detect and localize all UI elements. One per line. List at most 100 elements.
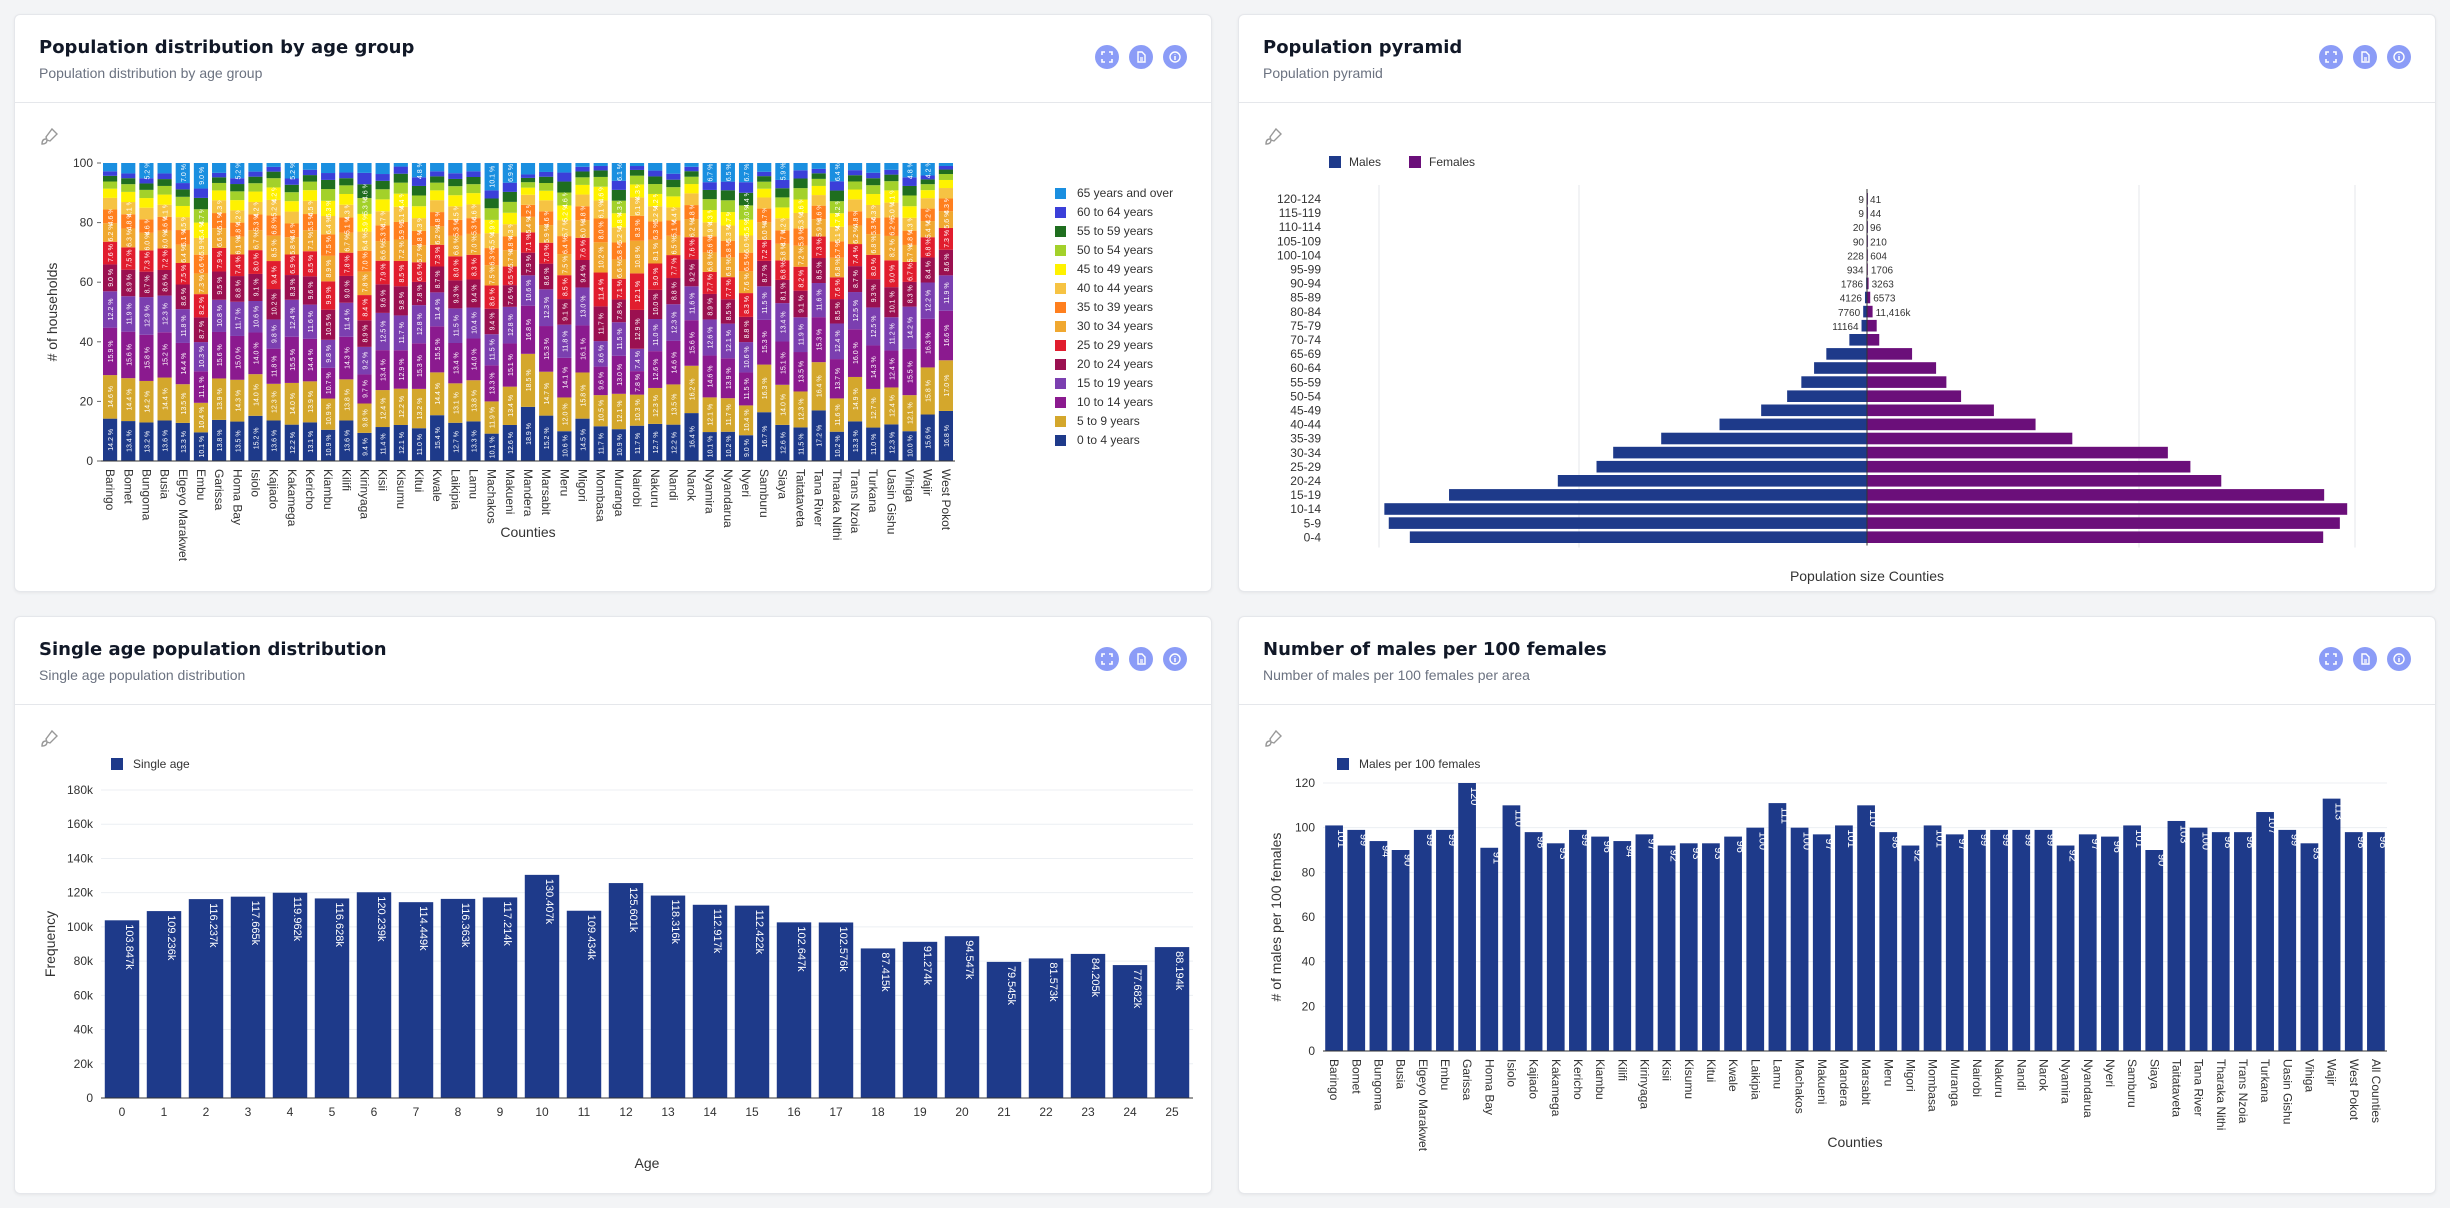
brush-icon[interactable]	[1263, 127, 1283, 147]
segment-label: 15.5 %	[435, 338, 442, 360]
bar-segment	[375, 260, 390, 285]
segment-label: 5.1 %	[217, 212, 224, 230]
bar-segment	[847, 292, 863, 330]
segment-label: 8.9 %	[362, 325, 369, 343]
fullscreen-button[interactable]	[2319, 647, 2343, 671]
bar-segment	[502, 236, 517, 251]
x-tick-label: Nairobi	[1970, 1059, 1984, 1097]
download-button[interactable]	[1129, 647, 1153, 671]
segment-label: 7.6 %	[835, 279, 842, 297]
bar-segment	[557, 172, 572, 182]
bar-segment	[430, 176, 445, 183]
brush-icon[interactable]	[1263, 729, 1283, 749]
segment-label: 10.2 %	[272, 293, 279, 315]
fullscreen-button[interactable]	[2319, 45, 2343, 69]
bar	[818, 922, 854, 1098]
info-button[interactable]	[1163, 45, 1187, 69]
bar	[986, 961, 1022, 1098]
bar	[1901, 845, 1920, 1051]
segment-label: 6.5 %	[508, 267, 515, 285]
bar-segment	[738, 235, 754, 253]
bar-segment	[520, 174, 536, 178]
bar-segment	[230, 191, 245, 201]
info-button[interactable]	[2387, 45, 2411, 69]
bar	[1413, 829, 1432, 1051]
bar-segment	[611, 163, 626, 181]
male-value-label: 9	[1858, 209, 1864, 220]
segment-label: 12.2 %	[399, 396, 406, 418]
info-button[interactable]	[2387, 647, 2411, 671]
segment-label: 10.2 %	[835, 435, 842, 457]
segment-label: 5.5 %	[490, 232, 497, 250]
bar-segment	[157, 332, 172, 378]
segment-label: 14.6 %	[671, 352, 678, 374]
bar-segment	[193, 402, 209, 433]
bar-segment	[648, 193, 663, 207]
fullscreen-button[interactable]	[1095, 647, 1119, 671]
bar-segment	[321, 398, 336, 430]
male-value-label: 1786	[1841, 280, 1864, 291]
segment-label: 4.6 %	[163, 215, 170, 233]
segment-label: 8.5 %	[399, 265, 406, 283]
download-button[interactable]	[1129, 45, 1153, 69]
segment-label: 14.0 %	[253, 384, 260, 406]
male-bar	[1613, 446, 1867, 459]
bar-value-label: 93	[1690, 847, 1702, 859]
y-tick-label: 20-24	[1290, 474, 1321, 488]
bar-segment	[157, 185, 172, 195]
segment-label: 4.3 %	[708, 207, 715, 225]
bar-segment	[411, 185, 427, 196]
bar-segment	[557, 220, 572, 237]
bar-segment	[212, 163, 227, 173]
x-tick-label: Garissa	[212, 469, 226, 511]
bar-segment	[684, 365, 699, 414]
bar-segment	[866, 254, 881, 280]
x-tick-label: Kakamega	[1549, 1059, 1563, 1117]
bar-segment	[593, 186, 608, 201]
bar-segment	[139, 422, 154, 461]
bar	[1502, 805, 1521, 1051]
bar	[1369, 841, 1388, 1051]
bar-segment	[539, 371, 554, 416]
segment-label: 16.0 %	[853, 342, 860, 364]
bar-segment	[248, 230, 263, 251]
bar-segment	[611, 180, 626, 190]
bar	[2189, 827, 2208, 1051]
bar-segment	[648, 163, 663, 171]
x-tick-label: Nyandarua	[721, 469, 735, 528]
info-button[interactable]	[1163, 647, 1187, 671]
bar-segment	[411, 262, 427, 282]
bar-value-label: 84.205k	[1089, 958, 1101, 998]
download-button[interactable]	[2353, 45, 2377, 69]
bar-segment	[920, 257, 935, 283]
x-tick-label: Mombasa	[594, 469, 608, 522]
bar-segment	[666, 255, 681, 279]
bar-segment	[411, 388, 427, 429]
bar-segment	[339, 204, 354, 218]
bar-segment	[448, 206, 463, 220]
segment-label: 8.1 %	[780, 283, 787, 301]
x-tick-label: 2	[203, 1105, 210, 1119]
bar-segment	[775, 197, 790, 208]
brush-icon[interactable]	[39, 729, 59, 749]
bar-segment	[829, 359, 844, 399]
bar-segment	[339, 336, 354, 380]
segment-label: 9.9 %	[326, 287, 333, 305]
segment-label: 9.6 %	[381, 290, 388, 308]
bar-segment	[193, 273, 209, 295]
x-tick-label: Kakamega	[285, 469, 299, 527]
single-age-card: Single age population distribution Singl…	[14, 616, 1212, 1194]
bar-segment	[448, 422, 463, 461]
download-button[interactable]	[2353, 647, 2377, 671]
bar-segment	[266, 178, 281, 188]
segment-label: 4.8 %	[417, 161, 424, 179]
card-actions	[2319, 45, 2411, 69]
fullscreen-button[interactable]	[1095, 45, 1119, 69]
bar-segment	[321, 339, 336, 368]
segment-label: 6.7 %	[908, 263, 915, 281]
bar-segment	[102, 375, 118, 419]
brush-icon[interactable]	[39, 127, 59, 147]
segment-label: 14.4 %	[181, 353, 188, 375]
segment-label: 11.4 %	[599, 279, 606, 300]
x-tick-label: 10	[535, 1105, 549, 1119]
